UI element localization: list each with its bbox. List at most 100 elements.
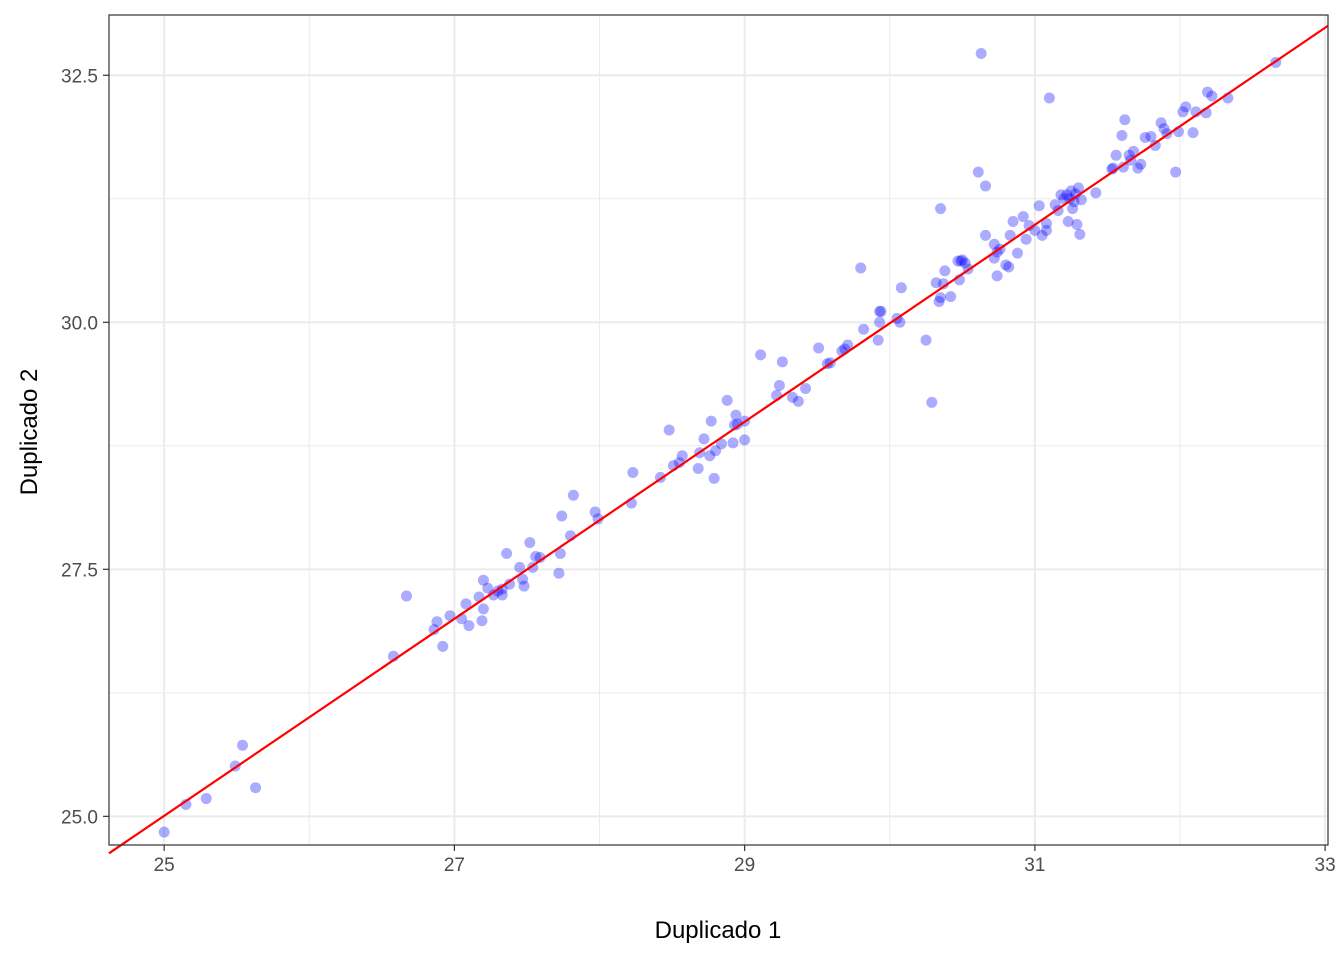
x-axis-ticks: 25 27 29 31 33: [154, 845, 1336, 876]
data-point: [730, 409, 742, 421]
data-point: [1011, 247, 1023, 259]
data-point: [428, 624, 440, 636]
data-point: [1135, 158, 1147, 170]
data-point: [1065, 185, 1077, 197]
data-point: [988, 238, 1000, 250]
data-point: [1090, 187, 1102, 199]
data-point: [1004, 229, 1016, 241]
data-point: [858, 323, 870, 335]
grid-minor: [109, 15, 1328, 845]
data-point: [1145, 131, 1157, 143]
data-point: [980, 229, 992, 241]
data-point: [945, 291, 957, 303]
data-point: [1177, 106, 1189, 118]
data-point: [842, 339, 854, 351]
y-axis-ticks: 25.0 27.5 30.0 32.5: [61, 66, 109, 828]
data-point: [1023, 219, 1035, 231]
data-point: [1116, 130, 1128, 142]
data-point: [1155, 117, 1167, 129]
data-point: [496, 589, 508, 601]
data-point: [514, 561, 526, 573]
data-point: [501, 548, 513, 560]
data-point: [567, 489, 579, 501]
data-point: [463, 620, 475, 632]
data-point: [1000, 259, 1012, 271]
data-point: [1128, 145, 1140, 157]
data-point: [524, 537, 536, 549]
data-point: [1064, 193, 1076, 205]
y-tick-label: 30.0: [61, 313, 98, 334]
data-point: [933, 296, 945, 308]
data-point: [250, 782, 262, 794]
data-point: [874, 305, 886, 317]
data-point: [553, 567, 565, 579]
data-point: [930, 277, 942, 289]
data-point: [972, 166, 984, 178]
data-point: [1040, 224, 1052, 236]
data-point: [715, 438, 727, 450]
data-point: [920, 334, 932, 346]
data-point: [1075, 194, 1087, 206]
data-point: [1072, 182, 1084, 194]
data-point: [855, 262, 867, 274]
x-tick-label: 25: [154, 855, 175, 876]
data-point: [592, 513, 604, 525]
data-point: [1206, 90, 1218, 102]
data-point: [956, 254, 968, 266]
data-point: [991, 270, 1003, 282]
data-point: [959, 257, 971, 269]
data-point: [939, 265, 951, 277]
data-point: [1110, 149, 1122, 161]
x-tick-label: 29: [734, 855, 755, 876]
data-point: [955, 255, 967, 267]
x-tick-label: 33: [1315, 855, 1336, 876]
data-point: [704, 450, 716, 462]
data-point: [589, 506, 601, 518]
data-point: [200, 793, 212, 805]
data-point: [534, 551, 546, 563]
data-point: [460, 598, 472, 610]
data-point: [1149, 139, 1161, 151]
data-point: [792, 395, 804, 407]
data-point: [937, 278, 949, 290]
data-point: [158, 826, 170, 838]
data-point: [1187, 127, 1199, 139]
data-point: [663, 424, 675, 436]
data-point: [517, 573, 529, 585]
data-point: [935, 292, 947, 304]
data-point: [935, 203, 947, 215]
data-point: [708, 472, 720, 484]
data-point: [980, 180, 992, 192]
data-point: [813, 342, 825, 354]
data-point: [1003, 261, 1015, 273]
data-point: [1033, 200, 1045, 212]
data-point: [1007, 216, 1019, 228]
data-point: [1074, 228, 1086, 240]
data-point: [482, 582, 494, 594]
data-point: [787, 391, 799, 403]
data-point: [627, 466, 639, 478]
data-point: [755, 349, 767, 361]
data-points: [158, 48, 1282, 838]
y-tick-label: 32.5: [61, 66, 98, 87]
data-point: [1036, 229, 1048, 241]
data-point: [530, 550, 542, 562]
data-point: [731, 418, 743, 430]
data-point: [1049, 199, 1061, 211]
x-tick-label: 31: [1024, 855, 1045, 876]
data-point: [400, 590, 412, 602]
data-point: [437, 640, 449, 652]
data-point: [504, 578, 516, 590]
grid-major: [109, 15, 1328, 845]
data-point: [1119, 114, 1131, 126]
data-point: [1062, 216, 1074, 228]
data-point: [554, 548, 566, 560]
x-axis-title: Duplicado 1: [655, 917, 782, 944]
data-point: [1071, 218, 1083, 230]
data-point: [1202, 86, 1214, 98]
data-point: [875, 305, 887, 317]
data-point: [776, 356, 788, 368]
data-point: [1043, 92, 1055, 104]
